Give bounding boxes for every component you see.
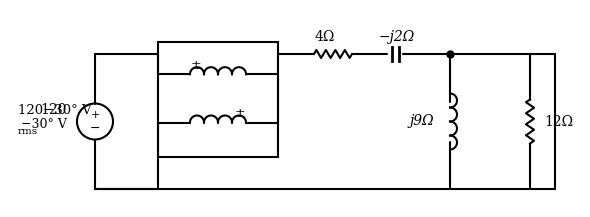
Text: −: − — [90, 122, 100, 135]
Text: −j2Ω: −j2Ω — [379, 30, 415, 44]
Text: 12Ω: 12Ω — [544, 115, 573, 128]
Text: −30° V: −30° V — [21, 118, 67, 132]
Text: 4Ω: 4Ω — [315, 30, 335, 44]
Text: 120−30° V: 120−30° V — [18, 105, 91, 117]
Text: j9Ω: j9Ω — [409, 115, 434, 128]
Text: rms: rms — [18, 128, 38, 136]
Text: 120: 120 — [41, 102, 67, 117]
Text: ±: ± — [235, 107, 245, 120]
Text: +: + — [90, 110, 100, 120]
Text: ±: ± — [191, 59, 201, 72]
